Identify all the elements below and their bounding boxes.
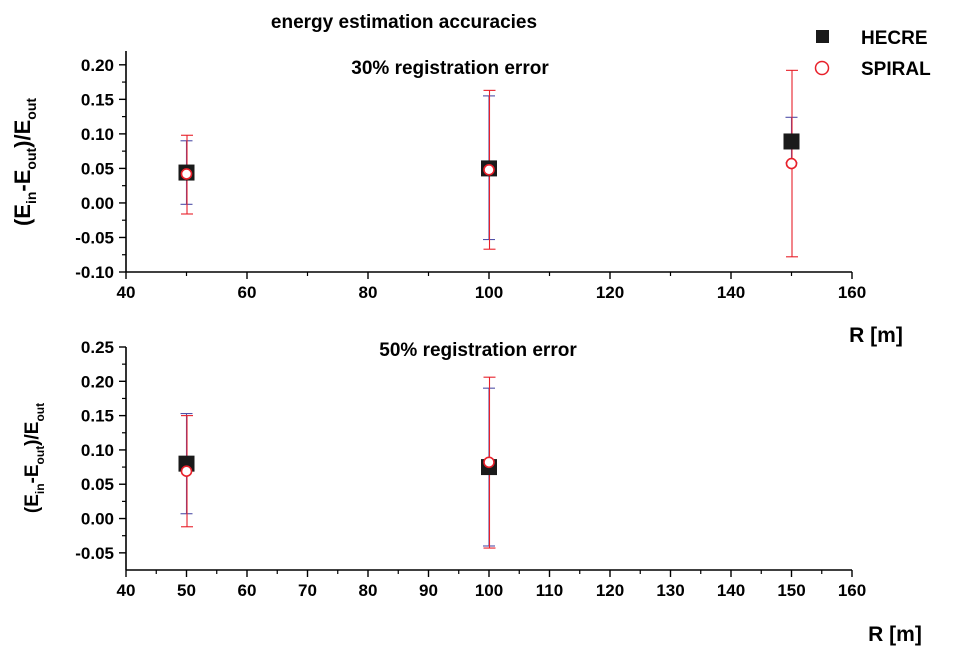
y-tick-label: -0.10: [75, 263, 114, 282]
x-tick-label: 90: [419, 581, 438, 600]
x-tick-label: 80: [359, 283, 378, 302]
y-axis-label-subscript: out: [33, 446, 47, 465]
legend: HECRE SPIRAL: [814, 28, 931, 80]
y-tick-label: 0.20: [81, 372, 114, 391]
y-axis-label-part: (E: [10, 204, 35, 226]
y-tick-label: 0.00: [81, 510, 114, 529]
x-tick-label: 160: [838, 581, 866, 600]
point-spiral: [180, 168, 193, 180]
y-tick-label: -0.05: [75, 228, 114, 247]
legend-label-spiral: SPIRAL: [861, 59, 931, 80]
chart-50pct: 40 50 60 70 80 90 100 110 120 130 140 150 160 -0.05 0.…: [22, 338, 922, 646]
y-axis-label: (Ein-Eout)/Eout: [22, 403, 47, 513]
y-axis-label-part: )/E: [10, 120, 35, 148]
x-tick-label: 140: [717, 581, 745, 600]
x-tick-label: 80: [359, 581, 378, 600]
y-axis-label-part: (E: [22, 494, 43, 513]
y-tick-label: 0.25: [81, 338, 114, 357]
chart-title: 50% registration error: [379, 340, 577, 361]
y-tick-label: 0.05: [81, 475, 114, 494]
x-tick-label: 160: [838, 283, 866, 302]
x-tick-label: 60: [238, 581, 257, 600]
y-axis-label-subscript: in: [33, 483, 47, 494]
x-tick-label: 130: [656, 581, 684, 600]
y-axis-label-part: )/E: [22, 422, 43, 446]
figure-title: energy estimation accuracies: [271, 12, 537, 33]
point-spiral: [483, 163, 495, 176]
x-tick-label: 70: [298, 581, 317, 600]
y-axis-label-subscript: in: [23, 192, 39, 204]
x-tick-label: 120: [596, 283, 624, 302]
y-tick-label: 0.20: [81, 56, 114, 75]
x-tick-label: 110: [536, 581, 563, 600]
y-tick-label: 0.15: [81, 90, 114, 109]
y-tick-label: 0.05: [81, 159, 114, 178]
legend-label-hecre: HECRE: [861, 28, 928, 49]
point-spiral: [785, 157, 798, 170]
point-spiral: [483, 456, 495, 469]
x-tick-label: 50: [177, 581, 196, 600]
y-axis-label-subscript: out: [23, 98, 39, 120]
y-axis-label-subscript: out: [33, 403, 47, 422]
point-spiral: [180, 465, 193, 477]
x-tick-label: 60: [238, 283, 257, 302]
x-axis-label: R [m]: [868, 623, 922, 646]
x-axis-label: R [m]: [849, 324, 903, 347]
chart-30pct: 40 60 80 100 120 140 160 -0.10 -0.05 0.00 0.05 0.10…: [10, 51, 903, 347]
y-axis-label: (Ein-Eout)/Eout: [10, 98, 39, 226]
chart-title: 30% registration error: [351, 58, 549, 79]
x-tick-label: 40: [117, 581, 136, 600]
x-tick-label: 150: [777, 581, 805, 600]
x-tick-label: 100: [475, 283, 503, 302]
y-tick-label: 0.10: [81, 125, 114, 144]
y-tick-label: -0.05: [75, 544, 114, 563]
x-tick-label: 100: [475, 581, 503, 600]
legend-marker-hecre: [816, 30, 829, 43]
y-axis-label-subscript: out: [23, 147, 39, 169]
y-axis-label-part: -E: [22, 464, 43, 483]
y-axis-label-part: -E: [10, 170, 35, 192]
y-tick-label: 0.15: [81, 407, 114, 426]
point-hecre: [783, 133, 800, 150]
x-tick-label: 120: [596, 581, 624, 600]
y-tick-label: 0.10: [81, 441, 114, 460]
x-tick-label: 40: [117, 283, 136, 302]
legend-marker-spiral: [814, 60, 830, 76]
x-tick-label: 140: [717, 283, 745, 302]
y-tick-label: 0.00: [81, 194, 114, 213]
